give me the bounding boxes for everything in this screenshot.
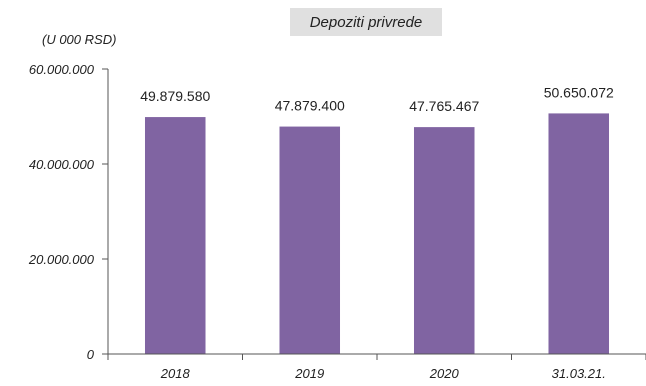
y-tick-label: 20.000.000	[28, 252, 95, 267]
value-label-2018: 49.879.580	[140, 88, 210, 104]
value-labels: 49.879.580 47.879.400 47.765.467 50.650.072	[140, 84, 614, 114]
y-tick-label: 40.000.000	[29, 157, 95, 172]
x-tick-label-31.03.21.: 31.03.21.	[552, 366, 606, 381]
x-tick-label-2019: 2019	[294, 366, 324, 381]
y-tick-label: 0	[87, 347, 95, 362]
value-label-31.03.21.: 50.650.072	[544, 84, 614, 100]
value-label-2019: 47.879.400	[275, 98, 345, 114]
y-tick-label: 60.000.000	[29, 62, 95, 77]
x-axis: 2018 2019 2020 31.03.21.	[107, 353, 646, 381]
chart-title: Depoziti privrede	[310, 14, 423, 31]
y-axis: 0 20.000.000 40.000.000 60.000.000	[28, 62, 109, 362]
x-tick-label-2020: 2020	[429, 366, 460, 381]
bar-31.03.21.	[548, 113, 610, 354]
bar-2018	[144, 117, 206, 355]
chart-title-box	[290, 8, 442, 36]
value-label-2020: 47.765.467	[409, 98, 479, 114]
bar-2020	[413, 127, 475, 354]
bars	[144, 113, 610, 355]
unit-label: (U 000 RSD)	[42, 32, 116, 47]
bar-2019	[279, 126, 341, 355]
x-tick-label-2018: 2018	[160, 366, 191, 381]
